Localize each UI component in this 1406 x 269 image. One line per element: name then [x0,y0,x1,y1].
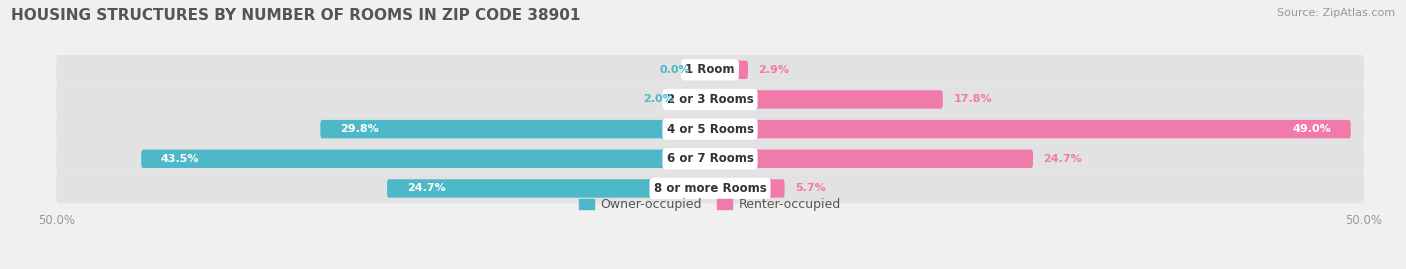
FancyBboxPatch shape [683,90,710,109]
FancyBboxPatch shape [321,120,710,138]
FancyBboxPatch shape [710,90,943,109]
Text: 24.7%: 24.7% [406,183,446,193]
Text: 2.9%: 2.9% [758,65,789,75]
FancyBboxPatch shape [710,150,1033,168]
Text: HOUSING STRUCTURES BY NUMBER OF ROOMS IN ZIP CODE 38901: HOUSING STRUCTURES BY NUMBER OF ROOMS IN… [11,8,581,23]
FancyBboxPatch shape [141,150,710,168]
FancyBboxPatch shape [56,55,1364,85]
Text: 29.8%: 29.8% [340,124,378,134]
Text: 49.0%: 49.0% [1292,124,1331,134]
FancyBboxPatch shape [710,120,1351,138]
FancyBboxPatch shape [56,174,1364,203]
FancyBboxPatch shape [387,179,710,198]
Text: 43.5%: 43.5% [160,154,200,164]
FancyBboxPatch shape [56,144,1364,174]
Text: 5.7%: 5.7% [794,183,825,193]
FancyBboxPatch shape [56,114,1364,144]
Text: 0.0%: 0.0% [659,65,690,75]
Text: 6 or 7 Rooms: 6 or 7 Rooms [666,152,754,165]
FancyBboxPatch shape [710,179,785,198]
FancyBboxPatch shape [56,85,1364,114]
FancyBboxPatch shape [710,61,748,79]
Text: 4 or 5 Rooms: 4 or 5 Rooms [666,123,754,136]
Text: 24.7%: 24.7% [1043,154,1083,164]
Text: Source: ZipAtlas.com: Source: ZipAtlas.com [1277,8,1395,18]
Text: 2 or 3 Rooms: 2 or 3 Rooms [666,93,754,106]
Text: 1 Room: 1 Room [685,63,735,76]
Text: 2.0%: 2.0% [643,94,673,104]
Text: 8 or more Rooms: 8 or more Rooms [654,182,766,195]
Text: 17.8%: 17.8% [953,94,991,104]
Legend: Owner-occupied, Renter-occupied: Owner-occupied, Renter-occupied [575,193,845,217]
